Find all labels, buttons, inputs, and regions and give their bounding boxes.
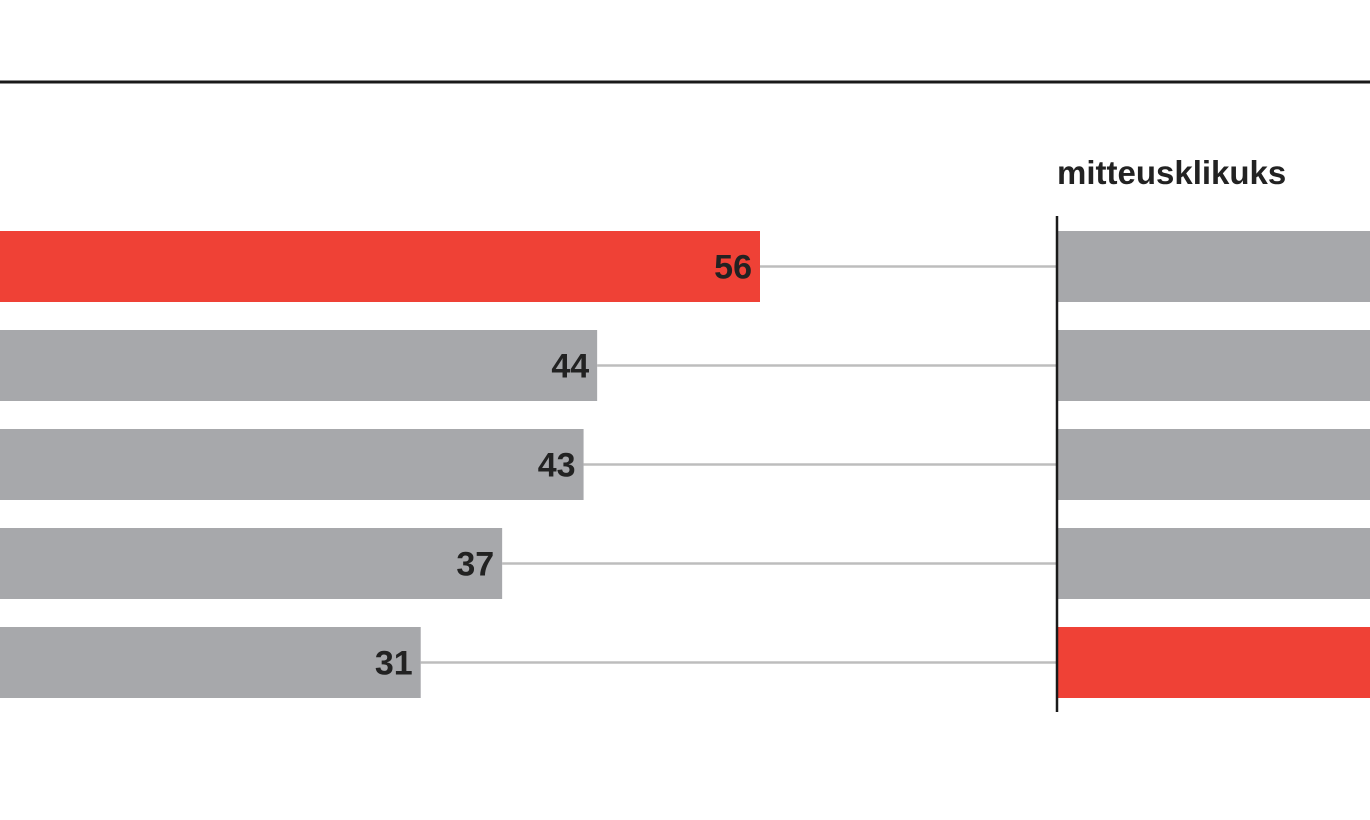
- bar-value-label: 37: [456, 546, 494, 584]
- left-bar: [0, 231, 760, 302]
- left-bar: [0, 330, 598, 401]
- right-bar-panel: mitteusklikuks: [1055, 154, 1370, 712]
- left-bar: [0, 429, 584, 500]
- right-bar: [1057, 231, 1370, 302]
- right-bar: [1057, 330, 1370, 401]
- bar-value-label: 56: [714, 249, 752, 287]
- right-column-title: mitteusklikuks: [1057, 154, 1286, 191]
- left-bar-panel: 56 44 43 37 31: [0, 231, 1057, 698]
- right-bar: [1057, 528, 1370, 599]
- left-bar: [0, 528, 503, 599]
- right-bar: [1057, 627, 1370, 698]
- right-bar: [1057, 429, 1370, 500]
- bar-value-label: 43: [538, 447, 576, 485]
- bar-value-label: 44: [551, 348, 589, 386]
- left-bar: [0, 627, 421, 698]
- bar-value-label: 31: [375, 645, 413, 683]
